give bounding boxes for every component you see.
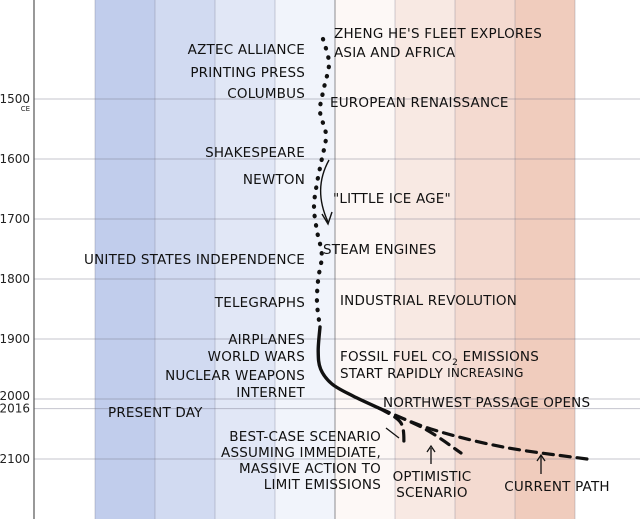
right-event-label: START RAPIDLY INCREASING: [340, 366, 524, 382]
annotation-labels: AZTEC ALLIANCE PRINTING PRESS COLUMBUS SHAK…: [84, 26, 610, 501]
present-day-label: PRESENT DAY: [108, 405, 203, 421]
year-tick-label: 1600: [0, 152, 30, 166]
year-suffix-label: CE: [21, 105, 30, 113]
ice-age-arrowhead: [321, 211, 333, 226]
optimistic-scenario-label: SCENARIO: [396, 485, 467, 501]
optimistic-scenario-label: OPTIMISTIC: [393, 469, 472, 485]
right-event-label: "LITTLE ICE AGE": [333, 191, 451, 207]
best-case-scenario-label: BEST-CASE SCENARIO: [229, 429, 381, 445]
optimistic-arrowhead: [426, 444, 436, 453]
year-tick-label: 2100: [0, 452, 30, 466]
right-event-label: EUROPEAN RENAISSANCE: [330, 95, 509, 111]
right-event-label: ASIA AND AFRICA: [334, 45, 456, 61]
left-event-label: COLUMBUS: [227, 86, 305, 102]
left-event-label: UNITED STATES INDEPENDENCE: [84, 252, 305, 268]
annotation-arrows: [319, 159, 546, 474]
left-event-label: TELEGRAPHS: [214, 295, 305, 311]
left-event-label: INTERNET: [236, 385, 305, 401]
projection-current-path-line: [378, 407, 589, 461]
right-event-label: STEAM ENGINES: [323, 242, 436, 258]
left-event-label: WORLD WARS: [208, 349, 305, 365]
right-event-label: ZHENG HE'S FLEET EXPLORES: [334, 26, 542, 42]
best-case-pointer: [385, 427, 400, 439]
left-event-label: AZTEC ALLIANCE: [188, 42, 305, 58]
temperature-band: [455, 0, 515, 519]
year-tick-label: 2016: [0, 402, 30, 416]
left-event-label: SHAKESPEARE: [205, 145, 305, 161]
left-event-label: NEWTON: [243, 172, 305, 188]
year-tick-label: 1900: [0, 332, 30, 346]
year-tick-label: 2000: [0, 389, 30, 403]
right-event-label: FOSSIL FUEL CO2 EMISSIONS: [340, 349, 539, 368]
left-event-label: PRINTING PRESS: [190, 65, 305, 81]
current-path-arrowhead: [536, 453, 546, 462]
right-event-label: INDUSTRIAL REVOLUTION: [340, 293, 517, 309]
temperature-band: [215, 0, 275, 519]
best-case-scenario-label: LIMIT EMISSIONS: [264, 477, 381, 493]
year-tick-label: 1700: [0, 212, 30, 226]
best-case-scenario-label: ASSUMING IMMEDIATE,: [221, 445, 381, 461]
left-event-label: NUCLEAR WEAPONS: [165, 368, 305, 384]
gridlines: [33, 0, 640, 519]
right-event-label: NORTHWEST PASSAGE OPENS: [383, 395, 590, 411]
temperature-band: [515, 0, 575, 519]
temperature-line: [311, 36, 589, 461]
historical-dotted-line: [311, 36, 332, 330]
year-tick-label: 1500: [0, 92, 30, 106]
temperature-band: [155, 0, 215, 519]
left-event-label: AIRPLANES: [228, 332, 305, 348]
ice-age-arrow: [319, 159, 330, 223]
year-tick-label: 1800: [0, 272, 30, 286]
best-case-scenario-label: MASSIVE ACTION TO: [239, 461, 381, 477]
current-path-label: CURRENT PATH: [504, 479, 610, 495]
temperature-band: [335, 0, 395, 519]
measured-solid-line: [316, 325, 382, 411]
left-margin: [0, 0, 34, 519]
temperature-band: [95, 0, 155, 519]
